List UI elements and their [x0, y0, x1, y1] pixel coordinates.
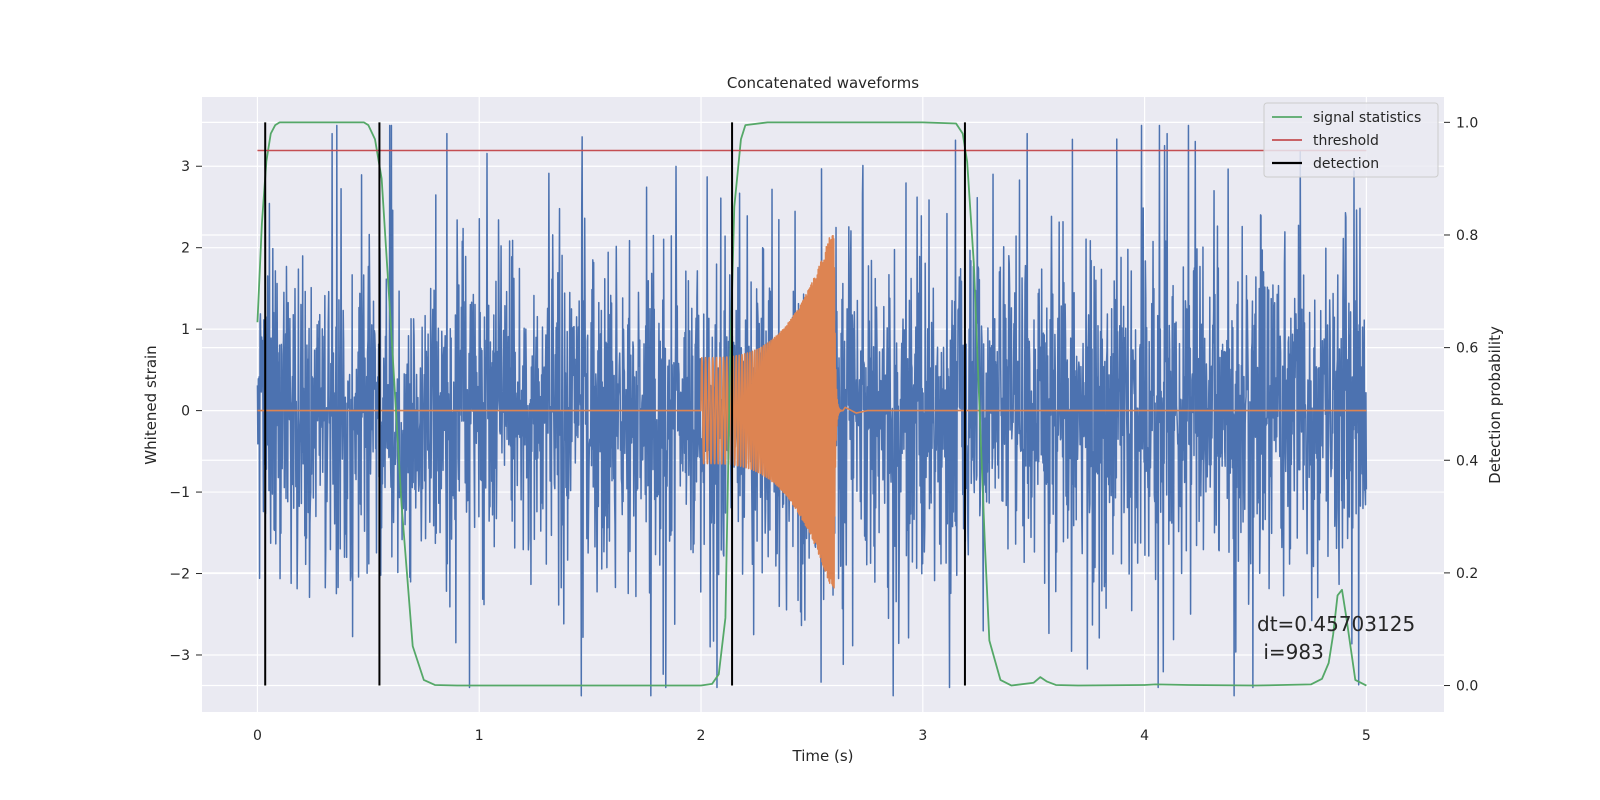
y-left-axis-ticks: −3 −2 −1 0 1 2 3: [169, 159, 202, 664]
y-left-tick-label: 3: [181, 159, 190, 175]
legend-label-threshold: threshold: [1313, 133, 1379, 149]
y-right-axis-ticks: 0.0 0.2 0.4 0.6 0.8 1.0: [1444, 115, 1478, 695]
chart-title: Concatenated waveforms: [727, 74, 919, 92]
y-right-tick-label: 0.2: [1456, 566, 1478, 582]
legend: signal statistics threshold detection: [1263, 102, 1439, 178]
legend-box: [1263, 102, 1439, 178]
signal-statistics-line: [256, 121, 1367, 687]
x-tick-label: 4: [1140, 728, 1149, 744]
y-right-tick-label: 0.6: [1456, 341, 1478, 357]
waveform-series: [257, 234, 1367, 589]
waveform-trace: [257, 234, 1367, 589]
x-axis-title: Time (s): [792, 747, 854, 765]
y-right-axis-title: Detection probability: [1486, 326, 1504, 484]
y-left-axis-title: Whitened strain: [142, 345, 160, 464]
legend-label-detection: detection: [1313, 156, 1379, 172]
y-right-tick-label: 1.0: [1456, 115, 1478, 131]
y-left-tick-label: 1: [181, 322, 190, 338]
y-left-tick-label: −3: [169, 648, 190, 664]
y-right-tick-label: 0.0: [1456, 679, 1478, 695]
y-left-tick-label: 0: [181, 404, 190, 420]
x-tick-label: 0: [253, 728, 262, 744]
y-right-tick-label: 0.4: [1456, 453, 1478, 469]
annotation-index: i=983: [1257, 640, 1324, 664]
annotation-dt: dt=0.45703125: [1257, 612, 1415, 636]
x-axis-ticks: 0 1 2 3 4 5: [253, 728, 1371, 744]
signal-statistics-series: [256, 121, 1367, 687]
y-left-tick-label: 2: [181, 241, 190, 257]
legend-label-signal-statistics: signal statistics: [1313, 110, 1421, 126]
y-right-tick-label: 0.8: [1456, 228, 1478, 244]
detection-series: [264, 122, 966, 686]
y-left-tick-label: −1: [169, 485, 190, 501]
x-tick-label: 2: [697, 728, 706, 744]
x-tick-label: 5: [1362, 728, 1371, 744]
x-tick-label: 3: [918, 728, 927, 744]
x-tick-label: 1: [475, 728, 484, 744]
y-left-tick-label: −2: [169, 567, 190, 583]
